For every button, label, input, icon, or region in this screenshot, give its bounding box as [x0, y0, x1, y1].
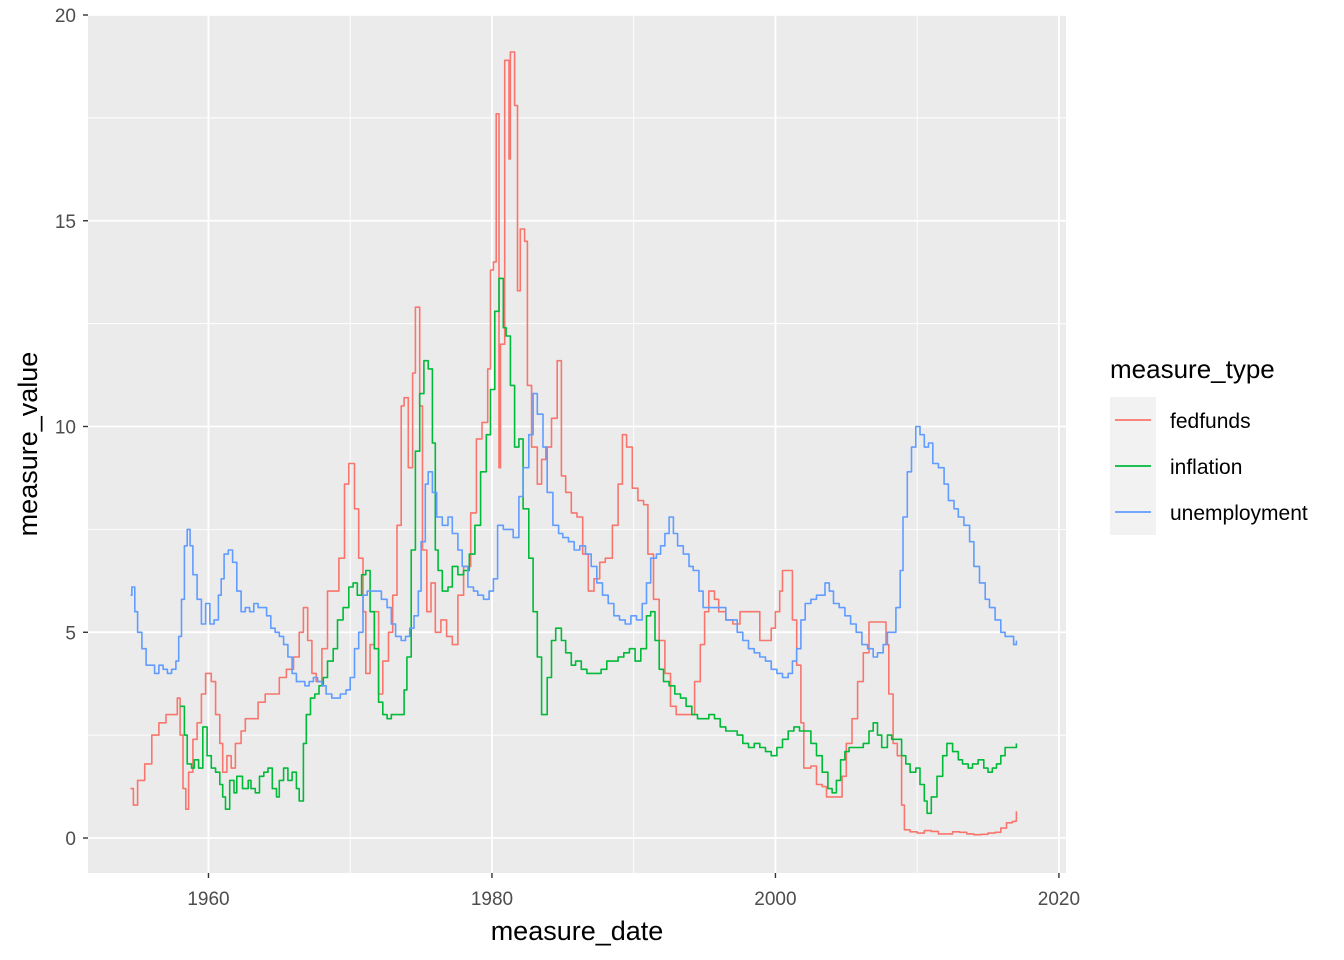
- legend-label-inflation: inflation: [1170, 456, 1242, 479]
- x-axis-tick-labels: 1960 1980 2000 2020: [187, 889, 1080, 910]
- series-line-fedfunds: [130, 51, 1018, 836]
- y-tick-label: 5: [65, 623, 76, 644]
- series-lines: [130, 51, 1018, 836]
- y-axis-tick-labels: 0 5 10 15 20: [55, 6, 76, 850]
- y-tick-label: 10: [55, 418, 76, 439]
- y-tick-label: 20: [55, 6, 76, 27]
- panel-background: [88, 15, 1066, 873]
- y-axis-title: measure_value: [13, 352, 43, 537]
- x-axis-title: measure_date: [491, 916, 664, 946]
- x-tick-label: 2000: [754, 889, 796, 910]
- minor-gridlines: [88, 15, 1066, 873]
- y-tick-label: 15: [55, 212, 76, 233]
- series-line-inflation: [180, 277, 1018, 815]
- axis-ticks: [83, 14, 1060, 878]
- major-gridlines: [88, 14, 1066, 873]
- series-line-unemployment: [130, 392, 1018, 699]
- legend-keys: fedfunds inflation unemployment: [1110, 397, 1308, 535]
- legend: measure_type fedfunds inflation unemployme…: [1110, 354, 1308, 535]
- y-tick-label: 0: [65, 829, 76, 850]
- x-tick-label: 2020: [1038, 889, 1080, 910]
- legend-title: measure_type: [1110, 354, 1275, 384]
- x-tick-label: 1980: [471, 889, 513, 910]
- legend-label-unemployment: unemployment: [1170, 502, 1308, 525]
- legend-label-fedfunds: fedfunds: [1170, 410, 1251, 433]
- x-tick-label: 1960: [187, 889, 229, 910]
